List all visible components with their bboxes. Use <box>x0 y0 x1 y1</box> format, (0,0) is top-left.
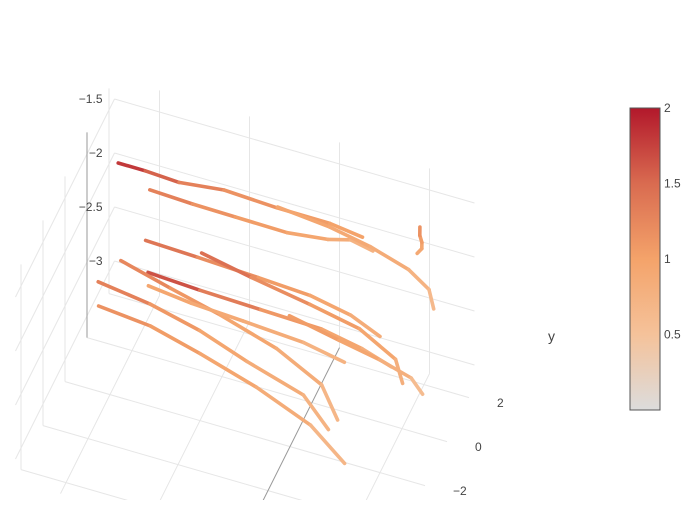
streamtube-segment[interactable] <box>370 247 408 270</box>
streamtube-segment[interactable] <box>98 282 150 304</box>
streamtube-segment[interactable] <box>193 204 236 217</box>
floor-grid-y <box>43 426 403 500</box>
streamtube-segment[interactable] <box>321 329 362 349</box>
floor-grid-y <box>21 470 381 500</box>
colorbar-tick-label: 1.5 <box>664 177 681 191</box>
streamtube-segment[interactable] <box>202 253 252 277</box>
streamtube-segment[interactable] <box>289 316 339 340</box>
y-axis-title: y <box>548 328 555 344</box>
streamtube-segment[interactable] <box>200 290 261 309</box>
streamtube-segment[interactable] <box>145 171 179 183</box>
streamtube-segment[interactable] <box>287 233 328 240</box>
streamtube-segment[interactable] <box>276 348 321 384</box>
y-tick-label: −2 <box>453 484 467 498</box>
streamtube-segment[interactable] <box>243 321 304 343</box>
z-tick-label: −2 <box>89 146 103 160</box>
streamtube-segment[interactable] <box>304 343 345 363</box>
colorbar-gradient <box>630 108 660 410</box>
streamtube-segment[interactable] <box>200 354 256 388</box>
streamtube-segment[interactable] <box>235 217 287 233</box>
streamtube-segment[interactable] <box>150 326 200 354</box>
streamtube-segment[interactable] <box>409 270 429 290</box>
streamtube-segment[interactable] <box>322 385 338 420</box>
y-tick-label: 2 <box>497 396 504 410</box>
streamtube-segment[interactable] <box>191 303 243 321</box>
streamtube-segment[interactable] <box>411 378 422 394</box>
streamtube-segment[interactable] <box>146 240 198 257</box>
y-tick-label: 0 <box>475 440 482 454</box>
streamtube-segment[interactable] <box>310 295 351 315</box>
axis-ticks: −4−20220−2−4−6−3−2.5−2−1.5 <box>42 92 504 500</box>
streamtube-segment[interactable] <box>278 207 330 227</box>
streamtube-segment[interactable] <box>339 340 380 360</box>
z-tick-label: −1.5 <box>79 92 103 106</box>
streamtube-segment[interactable] <box>179 182 224 190</box>
z-tick-label: −2.5 <box>79 200 103 214</box>
streamtube-segment[interactable] <box>121 261 171 289</box>
streamtube-segment[interactable] <box>118 163 145 171</box>
floor-grid-x <box>331 374 430 500</box>
colorbar-tick-label: 2 <box>664 101 671 115</box>
streamtube-segment[interactable] <box>150 190 193 204</box>
z-tick-label: −3 <box>89 254 103 268</box>
colorbar-tick-label: 1 <box>664 252 671 266</box>
floor-grid-y <box>87 338 447 442</box>
streamtubes[interactable] <box>98 163 434 463</box>
colorbar-tick-label: 0.5 <box>664 328 681 342</box>
colorbar: 2 1.5 1 0.5 <box>630 101 681 410</box>
streamtube-segment[interactable] <box>99 306 151 326</box>
scene-grid <box>16 88 475 500</box>
back-grid-z <box>115 99 475 203</box>
floor-grid-y <box>65 382 425 486</box>
streamtube-segment[interactable] <box>247 362 303 396</box>
